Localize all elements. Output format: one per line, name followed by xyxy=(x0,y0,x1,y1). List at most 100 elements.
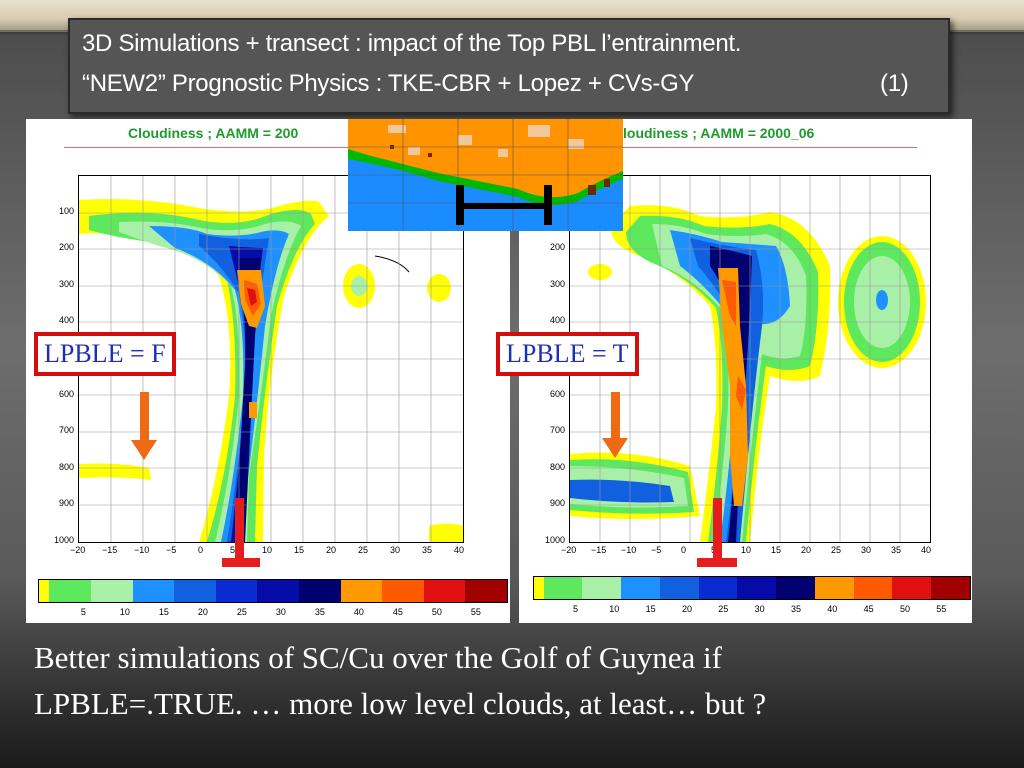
colorbar-label: 55 xyxy=(936,604,947,614)
colorbar-label: 20 xyxy=(197,607,208,617)
right-arrow-down-icon xyxy=(602,438,628,458)
colorbar-swatch xyxy=(534,577,544,599)
colorbar-label: 40 xyxy=(827,604,838,614)
x-tick-label: −10 xyxy=(134,545,150,555)
x-tick-label: 25 xyxy=(831,545,842,555)
colorbar-swatch xyxy=(298,580,341,602)
colorbar-label: 45 xyxy=(392,607,403,617)
colorbar-label: 25 xyxy=(236,607,247,617)
left-transect-marker xyxy=(235,498,244,564)
right-cloudiness-plot xyxy=(569,175,931,543)
inset-transect-map xyxy=(348,119,623,231)
left-transect-base xyxy=(222,558,260,567)
colorbar-label: 30 xyxy=(754,604,765,614)
colorbar-swatch xyxy=(543,577,583,599)
colorbar-swatch xyxy=(621,577,660,599)
left-title-rule xyxy=(64,147,504,148)
colorbar-label: 10 xyxy=(609,604,620,614)
x-tick-label: 0 xyxy=(681,545,687,555)
left-cloudiness-plot xyxy=(78,175,464,543)
y-tick-label: 400 xyxy=(58,315,74,326)
x-tick-label: 5 xyxy=(230,545,236,555)
y-tick-label: 400 xyxy=(549,315,565,326)
y-tick-label: 100 xyxy=(58,205,74,216)
slide-title-line2: “NEW2” Prognostic Physics : TKE-CBR + Lo… xyxy=(82,70,695,97)
slide-caption-line2: LPBLE=.TRUE. … more low level clouds, at… xyxy=(34,686,767,721)
colorbar-label: 20 xyxy=(681,604,692,614)
right-transect-base xyxy=(697,558,737,567)
slide-title-line1: 3D Simulations + transect : impact of th… xyxy=(82,30,742,57)
y-tick-label: 600 xyxy=(549,388,565,399)
x-tick-label: 10 xyxy=(741,545,752,555)
y-tick-label: 700 xyxy=(549,425,565,436)
colorbar-swatch xyxy=(698,577,738,599)
x-tick-label: 20 xyxy=(801,545,812,555)
colorbar-swatch xyxy=(132,580,175,602)
colorbar-label: 15 xyxy=(645,604,656,614)
x-tick-label: −15 xyxy=(102,545,118,555)
colorbar-swatch xyxy=(382,580,424,602)
y-tick-label: 800 xyxy=(58,461,74,472)
colorbar-label: 15 xyxy=(158,607,169,617)
x-tick-label: 35 xyxy=(422,545,433,555)
colorbar-swatch xyxy=(814,577,854,599)
colorbar-label: 5 xyxy=(572,604,578,614)
x-tick-label: −5 xyxy=(166,545,177,555)
colorbar-label: 35 xyxy=(790,604,801,614)
colorbar-label: 25 xyxy=(718,604,729,614)
colorbar-swatch xyxy=(257,580,299,602)
right-arrow-shaft xyxy=(611,392,620,440)
right-chart-panel: loudiness ; AAMM = 2000_06 1002003004005… xyxy=(519,119,972,623)
colorbar-swatch xyxy=(465,580,507,602)
left-arrow-shaft xyxy=(140,392,149,442)
colorbar-swatch xyxy=(174,580,216,602)
colorbar-swatch xyxy=(39,580,50,602)
y-tick-label: 200 xyxy=(58,242,74,253)
right-title-rule xyxy=(609,147,917,148)
colorbar-swatch xyxy=(659,577,699,599)
colorbar-swatch xyxy=(423,580,466,602)
y-tick-label: 700 xyxy=(58,425,74,436)
x-tick-label: 40 xyxy=(454,545,465,555)
x-tick-label: 10 xyxy=(262,545,273,555)
colorbar-swatch xyxy=(776,577,815,599)
left-colorbar xyxy=(38,579,508,603)
x-tick-label: −5 xyxy=(651,545,662,555)
colorbar-swatch xyxy=(215,580,258,602)
right-transect-marker xyxy=(713,498,722,564)
x-tick-label: 30 xyxy=(861,545,872,555)
colorbar-label: 40 xyxy=(353,607,364,617)
right-panel-title: loudiness ; AAMM = 2000_06 xyxy=(623,125,815,141)
slide-title-number: (1) xyxy=(880,70,909,97)
x-tick-label: 40 xyxy=(921,545,932,555)
x-tick-label: 0 xyxy=(198,545,204,555)
colorbar-swatch xyxy=(340,580,383,602)
lpble-false-label: LPBLE = F xyxy=(34,332,176,376)
x-tick-label: −10 xyxy=(621,545,637,555)
inset-map-graphic xyxy=(348,119,623,231)
x-tick-label: −20 xyxy=(70,545,86,555)
colorbar-swatch xyxy=(737,577,777,599)
y-tick-label: 900 xyxy=(549,498,565,509)
left-arrow-down-icon xyxy=(131,440,157,460)
colorbar-label: 30 xyxy=(275,607,286,617)
x-tick-label: 15 xyxy=(294,545,305,555)
lpble-true-label: LPBLE = T xyxy=(496,332,639,376)
colorbar-label: 45 xyxy=(863,604,874,614)
colorbar-label: 10 xyxy=(119,607,130,617)
right-colorbar xyxy=(533,576,971,600)
colorbar-swatch xyxy=(582,577,622,599)
colorbar-swatch xyxy=(931,577,970,599)
slide-caption-line1: Better simulations of SC/Cu over the Gol… xyxy=(34,640,722,675)
y-tick-label: 900 xyxy=(58,498,74,509)
y-tick-label: 300 xyxy=(58,278,74,289)
colorbar-label: 55 xyxy=(470,607,481,617)
colorbar-label: 5 xyxy=(80,607,86,617)
colorbar-swatch xyxy=(91,580,133,602)
y-tick-label: 1000 xyxy=(53,535,74,545)
x-tick-label: 35 xyxy=(891,545,902,555)
colorbar-label: 50 xyxy=(431,607,442,617)
x-tick-label: 15 xyxy=(771,545,782,555)
colorbar-label: 35 xyxy=(314,607,325,617)
x-tick-label: 20 xyxy=(326,545,337,555)
